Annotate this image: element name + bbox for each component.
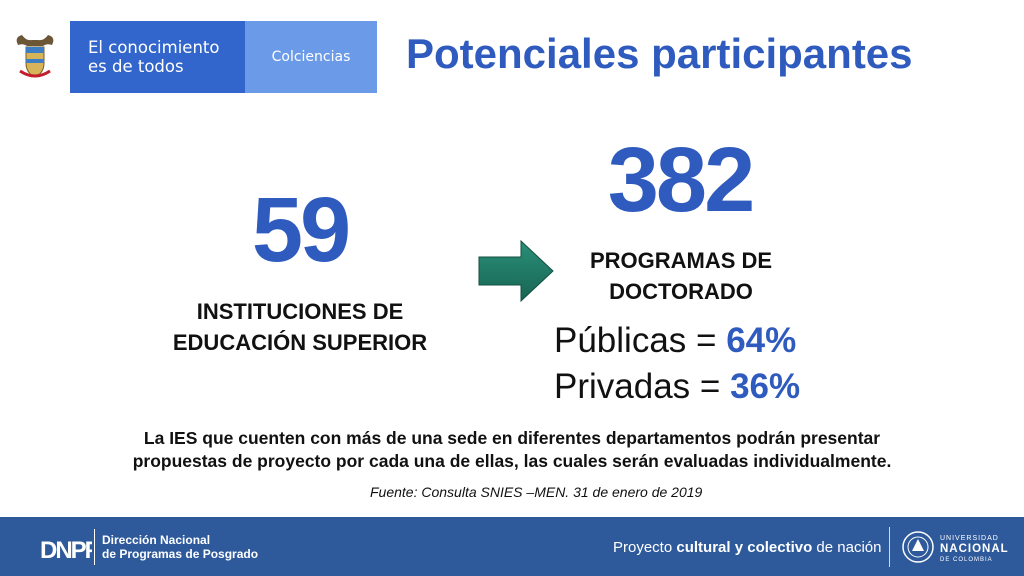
public-label: Públicas = — [554, 321, 727, 360]
footer-divider-left — [94, 529, 95, 565]
agency-name: Colciencias — [271, 49, 351, 65]
institutions-count: 59 — [251, 179, 351, 281]
coat-of-arms-icon — [16, 35, 54, 78]
private-label: Privadas = — [554, 367, 731, 406]
agency-box: Colciencias — [245, 21, 377, 93]
program-breakdown: Públicas = 64% Privadas = 36% — [554, 318, 800, 410]
programs-label: PROGRAMAS DE DOCTORADO — [589, 248, 773, 304]
government-slogan: El conocimiento es de todos — [88, 38, 220, 76]
tagline-suffix: de nación — [812, 539, 882, 556]
coat-of-arms-container — [0, 21, 70, 93]
arrow-right-icon — [478, 240, 554, 303]
eligibility-note: La IES que cuenten con más de una sede e… — [132, 428, 892, 471]
university-main-label: NACIONAL — [940, 543, 1009, 555]
tagline-bold: cultural y colectivo — [676, 539, 813, 556]
public-value: 64% — [726, 321, 797, 360]
dnpp-logo: DNPP — [40, 537, 92, 564]
dnpp-logo-text: DNPP — [40, 537, 92, 564]
tagline-prefix: Proyecto — [613, 539, 677, 556]
footer-bar: DNPP Dirección Nacional de Programas de … — [0, 517, 1024, 576]
university-seal-icon — [902, 531, 934, 563]
programs-count: 382 — [607, 129, 756, 231]
public-share-line: Públicas = 64% — [554, 318, 800, 364]
dnpp-name: Dirección Nacional de Programas de Posgr… — [102, 533, 259, 561]
government-header-bar: El conocimiento es de todos Colciencias — [0, 21, 377, 93]
data-source: Fuente: Consulta SNIES –MEN. 31 de enero… — [370, 484, 703, 500]
slogan-box: El conocimiento es de todos — [70, 21, 245, 93]
footer-divider-right — [889, 527, 890, 567]
university-bottom-label: DE COLOMBIA — [940, 557, 993, 563]
page-title: Potenciales participantes — [406, 30, 913, 77]
institutions-label: INSTITUCIONES DE EDUCACIÓN SUPERIOR — [172, 299, 428, 355]
private-share-line: Privadas = 36% — [554, 364, 800, 410]
footer-tagline: Proyecto cultural y colectivo de nación — [613, 539, 882, 556]
private-value: 36% — [730, 367, 801, 406]
university-top-label: UNIVERSIDAD — [940, 535, 999, 542]
